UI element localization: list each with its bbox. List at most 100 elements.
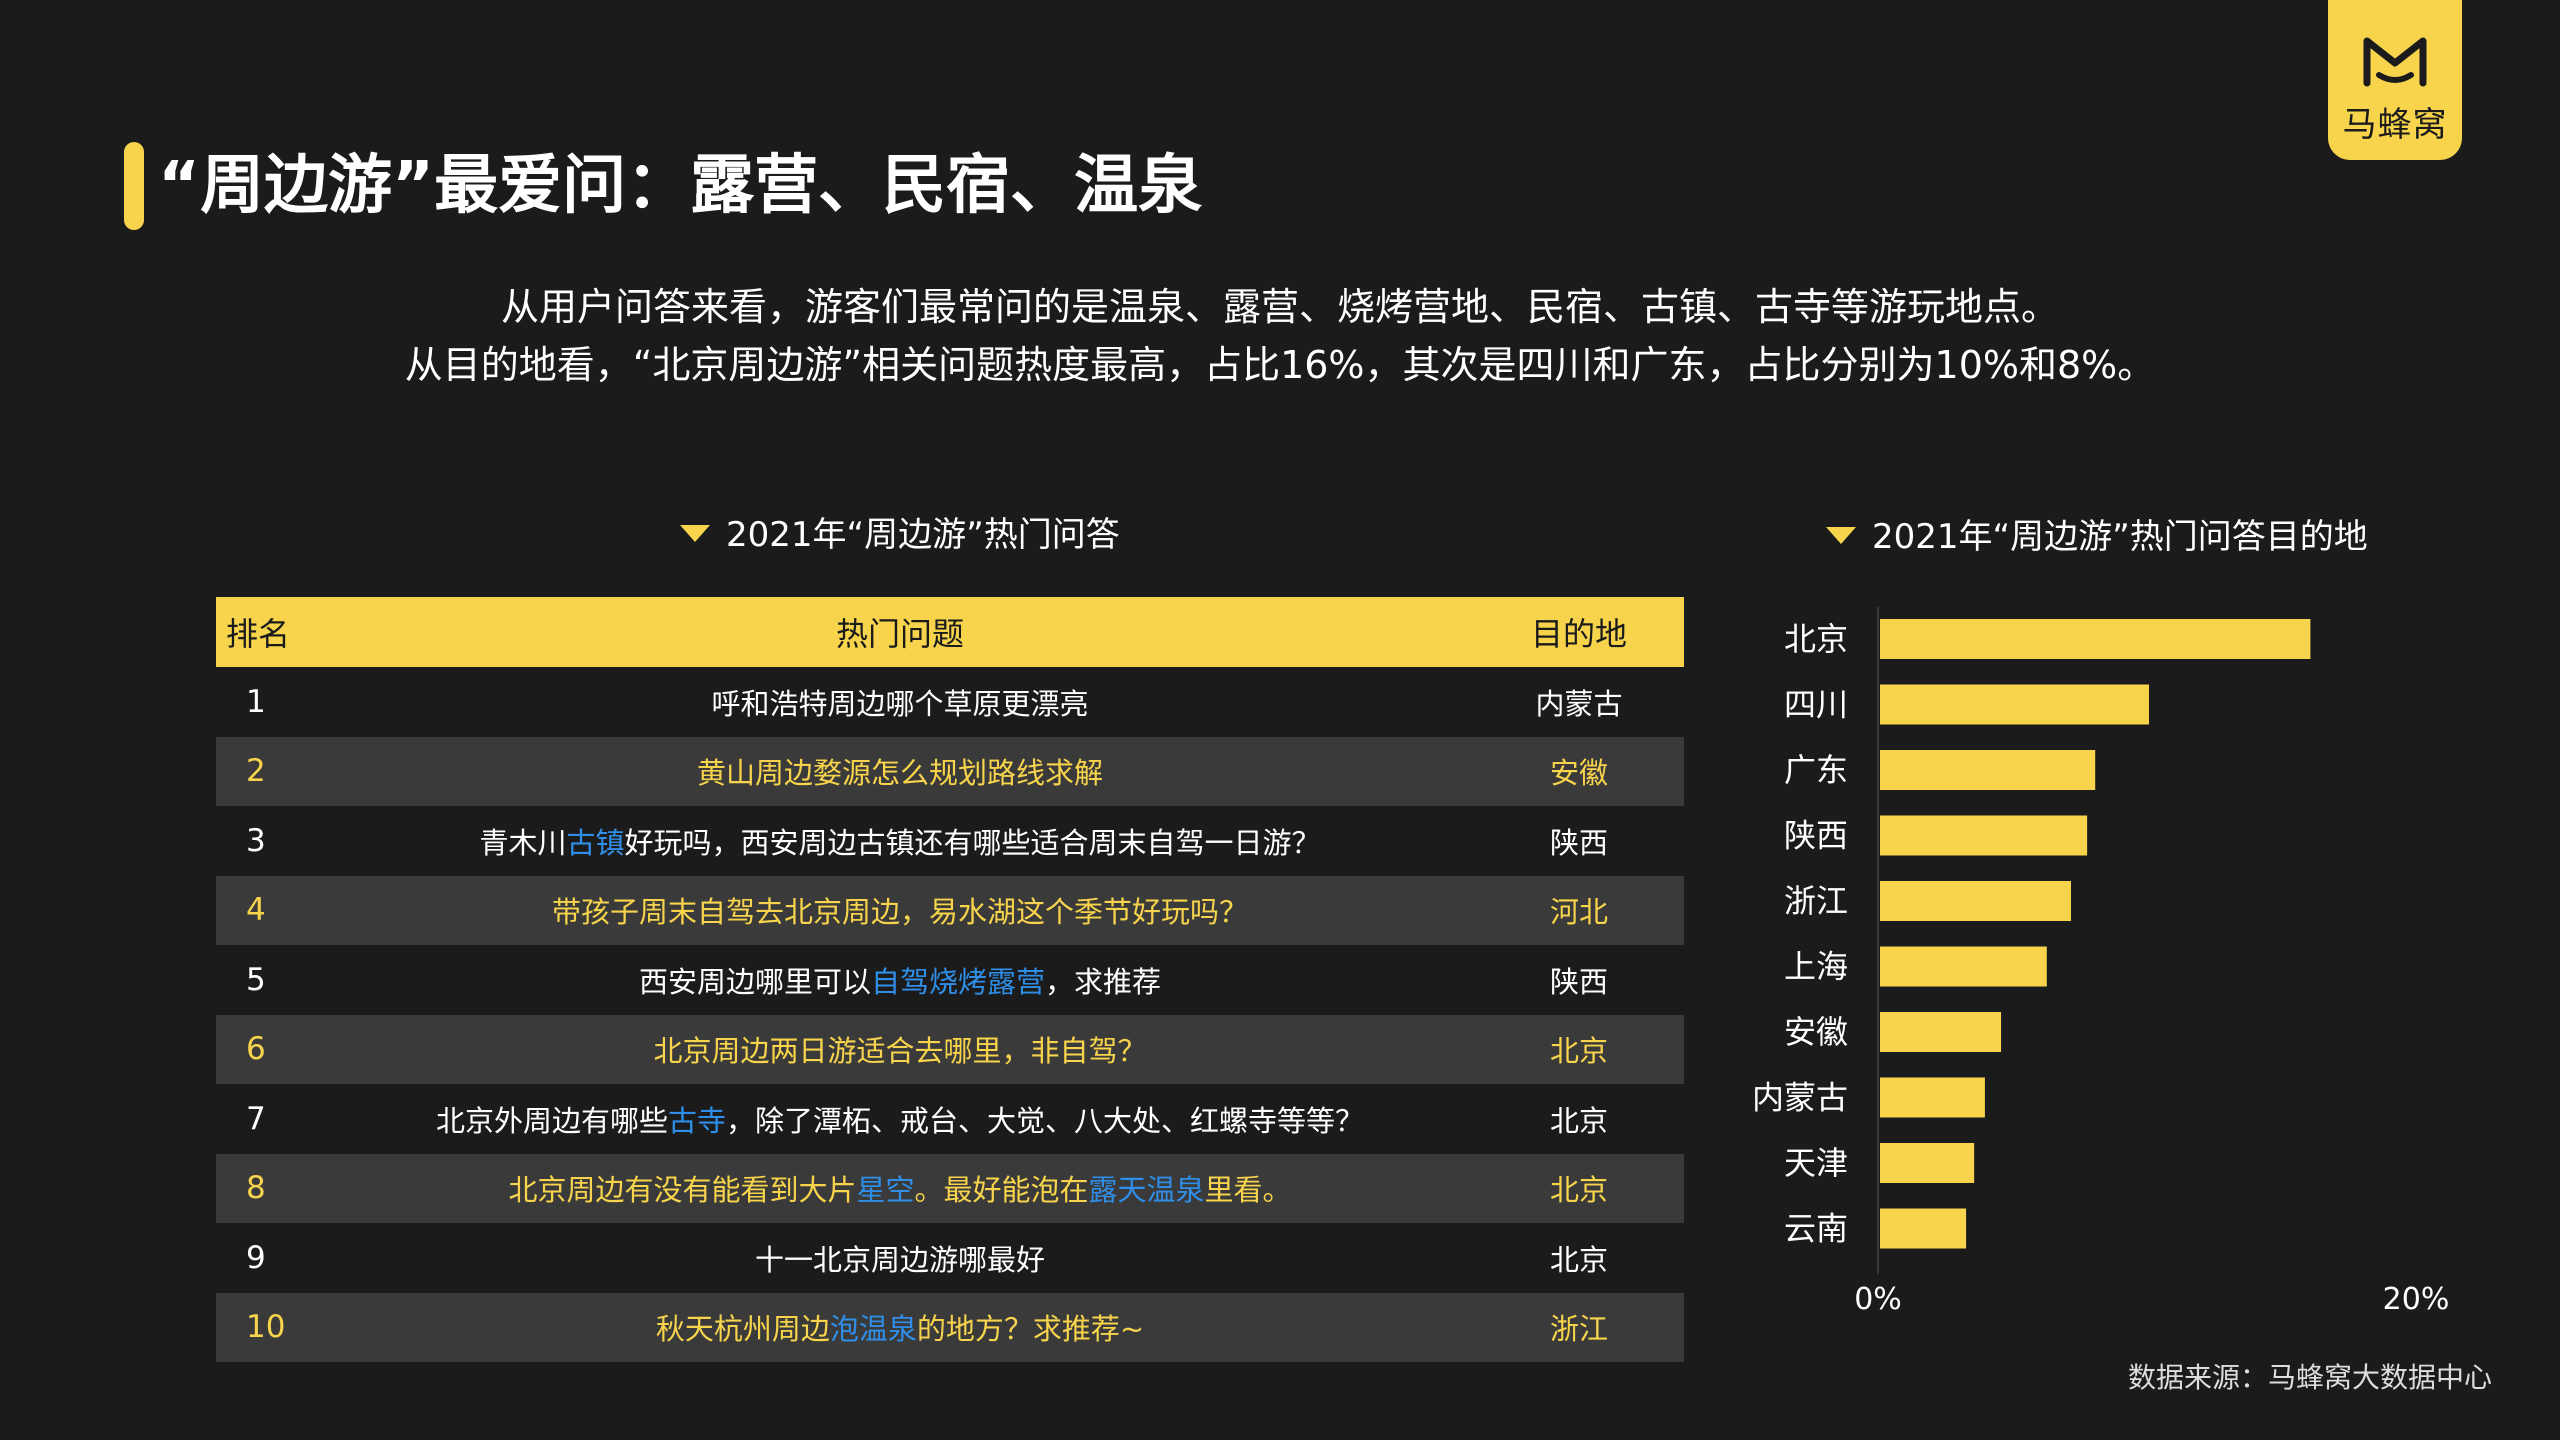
chart-caption-text: 2021年“周边游”热门问答目的地 [1872, 517, 2368, 557]
table-header: 排名 热门问题 目的地 [216, 597, 1684, 667]
bar [1880, 1208, 1967, 1249]
row-question: 北京周边有没有能看到大片星空。最好能泡在露天温泉里看。 [326, 1167, 1474, 1209]
row-destination: 陕西 [1549, 825, 1608, 860]
row-rank: 5 [246, 961, 266, 998]
table-body: 1 呼和浩特周边哪个草原更漂亮 内蒙古 2 黄山周边婺源怎么规划路线求解 安徽 3 青木川古镇… [216, 667, 1684, 1362]
row-rank: 4 [246, 892, 266, 929]
row-destination: 浙江 [1549, 1312, 1608, 1347]
table-row: 2 黄山周边婺源怎么规划路线求解 安徽 [216, 736, 1684, 806]
x-tick-label: 20% [2383, 1282, 2450, 1317]
row-destination: 北京 [1549, 1242, 1608, 1277]
highlight-keyword: 自驾烧烤露营 [870, 964, 1045, 999]
row-destination: 北京 [1549, 1034, 1608, 1069]
row-destination: 安徽 [1549, 756, 1608, 791]
table-row: 10 秋天杭州周边泡温泉的地方？求推荐~ 浙江 [216, 1292, 1684, 1362]
question-text: 。最好能泡在 [914, 1173, 1089, 1208]
row-rank: 7 [246, 1100, 266, 1137]
table-caption-text: 2021年“周边游”热门问答 [726, 515, 1120, 555]
bar [1880, 815, 2088, 856]
brand-logo: 马蜂窝 [2328, 0, 2462, 160]
table-row: 3 青木川古镇好玩吗，西安周边古镇还有哪些适合周末自驾一日游？ 陕西 [216, 806, 1684, 876]
brand-name: 马蜂窝 [2342, 105, 2448, 145]
table-row: 8 北京周边有没有能看到大片星空。最好能泡在露天温泉里看。 北京 [216, 1153, 1684, 1223]
category-label: 安徽 [1784, 1013, 1848, 1051]
row-destination: 陕西 [1549, 964, 1608, 999]
data-source: 数据来源：马蜂窝大数据中心 [2127, 1361, 2492, 1394]
row-rank: 3 [246, 822, 266, 859]
bar [1880, 881, 2071, 921]
row-question: 秋天杭州周边泡温泉的地方？求推荐~ [326, 1306, 1474, 1348]
category-label: 天津 [1784, 1144, 1848, 1182]
bar [1880, 1012, 2002, 1052]
question-text: 呼和浩特周边哪个草原更漂亮 [711, 686, 1089, 721]
mafengwo-m-icon [2363, 37, 2427, 87]
header-destination: 目的地 [1530, 615, 1627, 653]
question-text: 好玩吗，西安周边古镇还有哪些适合周末自驾一日游？ [624, 825, 1321, 860]
question-text: 带孩子周末自驾去北京周边，易水湖这个季节好玩吗？ [551, 895, 1248, 930]
header-rank: 排名 [226, 615, 291, 653]
table-row: 5 西安周边哪里可以自驾烧烤露营，求推荐 陕西 [216, 945, 1684, 1015]
row-destination: 河北 [1549, 895, 1608, 930]
highlight-keyword: 古寺 [667, 1103, 726, 1138]
row-rank: 2 [246, 753, 266, 790]
question-text: 青木川 [479, 825, 567, 860]
intro-text: 从用户问答来看，游客们最常问的是温泉、露营、烧烤营地、民宿、古镇、古寺等游玩地点… [0, 278, 2560, 394]
row-question: 北京外周边有哪些古寺，除了潭柘、戒台、大觉、八大处、红螺寺等等？ [326, 1098, 1474, 1140]
row-rank: 10 [246, 1309, 286, 1346]
question-text: ，除了潭柘、戒台、大觉、八大处、红螺寺等等？ [726, 1103, 1365, 1138]
bar [1880, 1143, 1975, 1183]
question-text: 北京周边两日游适合去哪里，非自驾？ [653, 1034, 1147, 1069]
intro-line-2: 从目的地看，“北京周边游”相关问题热度最高，占比16%，其次是四川和广东，占比分… [404, 343, 2156, 387]
question-text: 黄山周边婺源怎么规划路线求解 [696, 756, 1103, 791]
row-rank: 9 [246, 1239, 266, 1276]
question-text: 十一北京周边游哪最好 [754, 1242, 1045, 1277]
row-destination: 内蒙古 [1535, 686, 1623, 721]
category-label: 四川 [1784, 686, 1848, 724]
row-destination: 北京 [1549, 1173, 1608, 1208]
row-rank: 6 [246, 1031, 266, 1068]
bar [1880, 619, 2311, 659]
bar [1880, 684, 2149, 725]
bar [1880, 946, 2047, 987]
row-question: 黄山周边婺源怎么规划路线求解 [326, 750, 1474, 792]
row-question: 北京周边两日游适合去哪里，非自驾？ [326, 1028, 1474, 1070]
chart-caption: 2021年“周边游”热门问答目的地 [1826, 512, 2368, 562]
row-question: 呼和浩特周边哪个草原更漂亮 [326, 681, 1474, 723]
x-tick-label: 0% [1854, 1282, 1902, 1317]
category-label: 北京 [1784, 620, 1848, 658]
row-question: 青木川古镇好玩吗，西安周边古镇还有哪些适合周末自驾一日游？ [326, 820, 1474, 862]
question-text: 秋天杭州周边 [655, 1312, 830, 1347]
question-text: ，求推荐 [1045, 964, 1162, 999]
question-text: 北京外周边有哪些 [435, 1103, 668, 1138]
highlight-keyword: 古镇 [566, 825, 625, 860]
table-row: 1 呼和浩特周边哪个草原更漂亮 内蒙古 [216, 667, 1684, 737]
highlight-keyword: 露天温泉 [1088, 1173, 1205, 1208]
page-title: “周边游”最爱问：露营、民宿、温泉 [158, 149, 1203, 223]
table-row: 9 十一北京周边游哪最好 北京 [216, 1223, 1684, 1293]
highlight-keyword: 星空 [856, 1173, 915, 1208]
row-rank: 1 [246, 683, 266, 720]
bar [1880, 1077, 1985, 1118]
row-question: 十一北京周边游哪最好 [326, 1237, 1474, 1279]
question-text: 西安周边哪里可以 [638, 964, 871, 999]
caret-down-icon [1826, 527, 1856, 544]
question-text: 里看。 [1204, 1173, 1292, 1208]
question-text: 的地方？求推荐~ [916, 1312, 1145, 1347]
bar [1880, 750, 2096, 790]
row-rank: 8 [246, 1170, 266, 1207]
category-label: 广东 [1784, 751, 1848, 789]
header-question: 热门问题 [835, 615, 964, 653]
category-label: 上海 [1784, 948, 1848, 986]
caret-down-icon [680, 525, 710, 542]
highlight-keyword: 泡温泉 [829, 1312, 917, 1347]
table-row: 6 北京周边两日游适合去哪里，非自驾？ 北京 [216, 1014, 1684, 1084]
hot-questions-table: 排名 热门问题 目的地 1 呼和浩特周边哪个草原更漂亮 内蒙古 2 黄山周边婺源怎么规划… [216, 597, 1684, 1362]
question-text: 北京周边有没有能看到大片 [508, 1173, 857, 1208]
category-label: 浙江 [1784, 882, 1848, 920]
category-label: 内蒙古 [1752, 1079, 1848, 1117]
title-accent-bar [124, 142, 144, 230]
table-row: 7 北京外周边有哪些古寺，除了潭柘、戒台、大觉、八大处、红螺寺等等？ 北京 [216, 1084, 1684, 1154]
row-question: 带孩子周末自驾去北京周边，易水湖这个季节好玩吗？ [326, 889, 1474, 931]
row-destination: 北京 [1549, 1103, 1608, 1138]
